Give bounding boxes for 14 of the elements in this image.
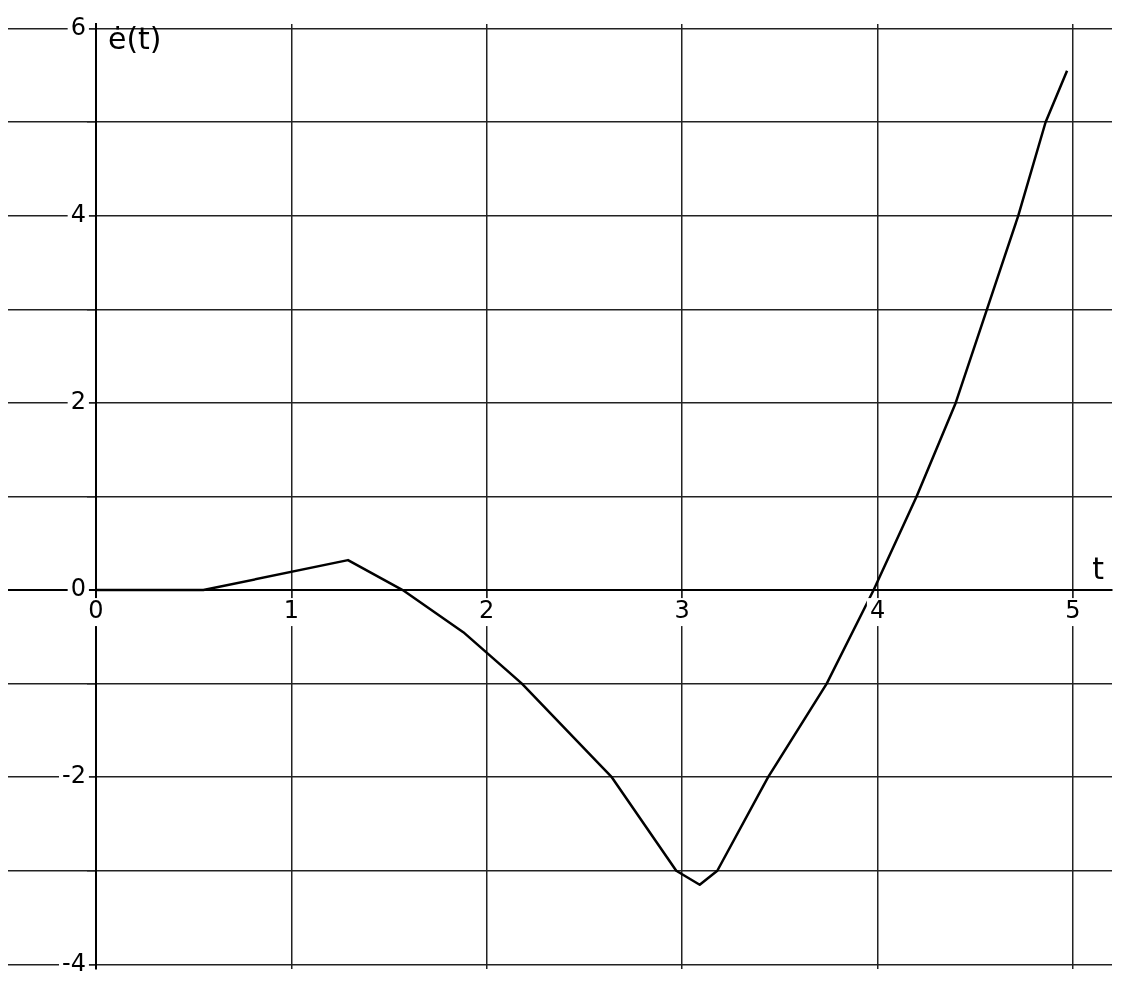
- y-tick-label: 2: [70, 387, 86, 416]
- y-tick-label: -2: [62, 761, 86, 790]
- y-tick-label: 0: [70, 574, 86, 603]
- y-tick-label: 6: [70, 12, 86, 41]
- x-tick-label: 1: [283, 596, 299, 625]
- y-tick-label: 4: [70, 200, 86, 229]
- x-tick-label: 0: [88, 596, 104, 625]
- y-axis-title: ė(t): [107, 20, 162, 56]
- x-tick-label: 3: [674, 596, 690, 625]
- y-tick-label: -4: [62, 948, 86, 977]
- x-tick-label: 5: [1065, 596, 1081, 625]
- x-tick-label: 2: [479, 596, 495, 625]
- x-axis-title: t: [1092, 550, 1105, 586]
- x-tick-label: 4: [869, 596, 886, 625]
